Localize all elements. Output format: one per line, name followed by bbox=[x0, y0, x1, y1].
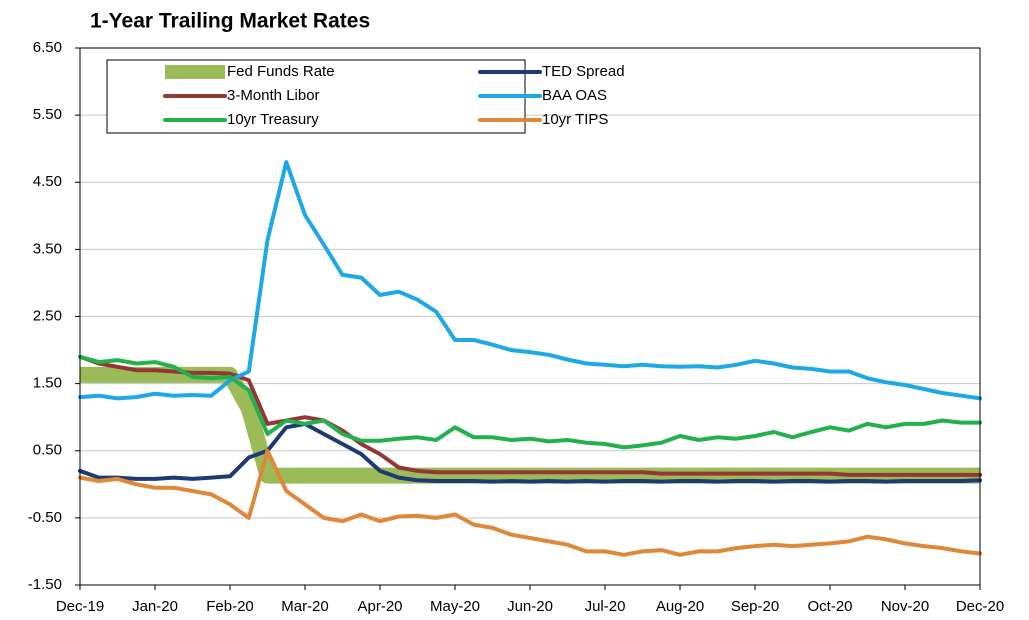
x-tick-label: Dec-19 bbox=[56, 598, 104, 615]
y-tick-label: -1.50 bbox=[28, 576, 62, 593]
legend-label: BAA OAS bbox=[542, 87, 607, 104]
legend-label: 3-Month Libor bbox=[227, 87, 320, 104]
y-tick-label: 1.50 bbox=[33, 375, 62, 392]
legend-label: TED Spread bbox=[542, 63, 625, 80]
x-tick-label: Oct-20 bbox=[807, 598, 852, 615]
y-tick-label: 3.50 bbox=[33, 240, 62, 257]
lines bbox=[78, 160, 982, 557]
chart-title: 1-Year Trailing Market Rates bbox=[90, 10, 370, 33]
plot-frame bbox=[79, 47, 981, 586]
series-line bbox=[78, 354, 982, 450]
x-tick-label: Dec-20 bbox=[956, 598, 1004, 615]
series-line bbox=[78, 421, 982, 484]
legend-swatch bbox=[165, 65, 225, 79]
x-tick-label: Aug-20 bbox=[656, 598, 704, 615]
x-tick-label: Feb-20 bbox=[206, 598, 254, 615]
y-tick-label: 0.50 bbox=[33, 442, 62, 459]
x-tick-label: May-20 bbox=[430, 598, 480, 615]
y-tick-label: 4.50 bbox=[33, 173, 62, 190]
x-tick-label: Jun-20 bbox=[507, 598, 553, 615]
legend-label: Fed Funds Rate bbox=[227, 63, 335, 80]
x-tick-label: Jan-20 bbox=[132, 598, 178, 615]
x-tick-label: Apr-20 bbox=[357, 598, 402, 615]
series-line bbox=[78, 354, 982, 477]
series-line bbox=[78, 448, 982, 557]
y-tick-label: 2.50 bbox=[33, 307, 62, 324]
legend-label: 10yr TIPS bbox=[542, 111, 608, 128]
y-tick-label: 5.50 bbox=[33, 106, 62, 123]
series-line bbox=[80, 366, 980, 484]
x-tick-label: Jul-20 bbox=[585, 598, 626, 615]
series-line bbox=[78, 160, 982, 401]
legend-label: 10yr Treasury bbox=[227, 111, 319, 128]
x-tick-label: Mar-20 bbox=[281, 598, 329, 615]
y-tick-label: 6.50 bbox=[33, 39, 62, 56]
x-tick-label: Nov-20 bbox=[881, 598, 929, 615]
legend: Fed Funds Rate TED Spread 3-Month Libor BAA… bbox=[163, 63, 625, 128]
x-tick-label: Sep-20 bbox=[731, 598, 779, 615]
y-tick-label: -0.50 bbox=[28, 509, 62, 526]
